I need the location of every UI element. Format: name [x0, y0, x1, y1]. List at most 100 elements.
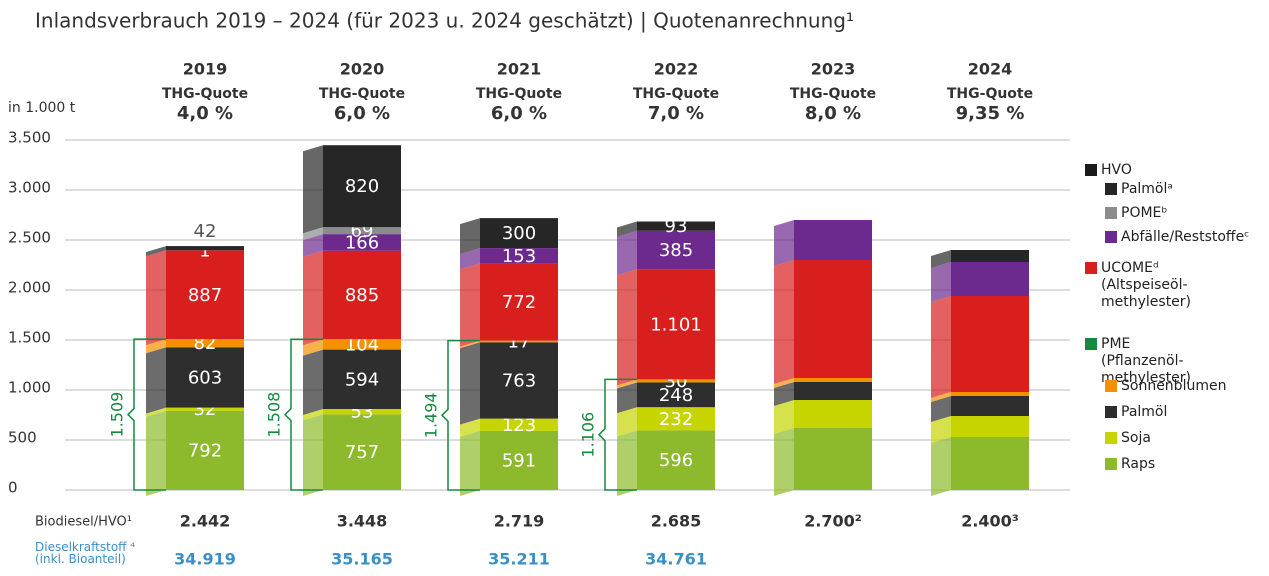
pme-total: 1.509 [108, 392, 127, 438]
legend-swatch [1085, 338, 1097, 350]
quota-label: THG-Quote [476, 86, 562, 102]
data-label: 93 [665, 216, 688, 237]
y-tick-label: 3.000 [8, 179, 51, 197]
chart-title: Inlandsverbrauch 2019 – 2024 (für 2023 u… [35, 9, 854, 33]
bar-side [931, 296, 951, 398]
quota-value: 6,0 % [491, 103, 547, 124]
total-value: 2.719 [494, 512, 545, 531]
quota-label: THG-Quote [633, 86, 719, 102]
bar-side [617, 231, 637, 275]
data-label: 763 [502, 370, 536, 391]
y-axis-label: in 1.000 t [8, 100, 76, 116]
bar-segment [951, 392, 1029, 396]
pme-total: 1.508 [265, 392, 284, 438]
data-label: 596 [659, 450, 693, 471]
legend-label: Soja [1121, 430, 1269, 447]
y-tick-label: 2.500 [8, 229, 51, 247]
bar-side [931, 437, 951, 496]
legend-label: Abfälle/Reststoffeᶜ [1121, 229, 1269, 246]
bar-side [303, 414, 323, 496]
bar-side [146, 347, 166, 413]
bar-side [146, 411, 166, 496]
data-label: 603 [188, 367, 222, 388]
data-label: 232 [659, 409, 693, 430]
total-value: 2.700² [804, 512, 862, 531]
legend-swatch [1105, 432, 1117, 444]
bar-side [460, 431, 480, 496]
y-tick-label: 1.000 [8, 379, 51, 397]
bar-side [774, 400, 794, 434]
legend-label: POMEᵇ [1121, 205, 1269, 222]
bar-side [146, 250, 166, 345]
diesel-value: 35.211 [488, 550, 550, 569]
data-label: 820 [345, 176, 379, 197]
quota-label: THG-Quote [319, 86, 405, 102]
totals-label: Biodiesel/HVO¹ [35, 515, 132, 530]
data-label: 591 [502, 450, 536, 471]
diesel-value: 35.165 [331, 550, 393, 569]
bar-segment [951, 396, 1029, 416]
data-label: 1 [199, 240, 210, 261]
legend-label: Palmölᵃ [1121, 181, 1269, 198]
bar-side [774, 220, 794, 266]
quota-label: THG-Quote [790, 86, 876, 102]
bar-segment [794, 400, 872, 428]
bar-side [460, 342, 480, 424]
diesel-value: 34.919 [174, 550, 236, 569]
quota-value: 4,0 % [177, 103, 233, 124]
bar-side [460, 218, 480, 254]
x-tick-label: 2023 [811, 60, 856, 79]
quota-value: 9,35 % [956, 103, 1025, 124]
legend-label: UCOMEᵈ (Altspeiseöl-methylester) [1101, 260, 1216, 311]
x-tick-label: 2021 [497, 60, 542, 79]
legend-swatch [1085, 262, 1097, 274]
bar-segment [794, 220, 872, 260]
data-label: 42 [194, 221, 217, 242]
chart: Inlandsverbrauch 2019 – 2024 (für 2023 u… [0, 0, 1269, 576]
bar-segment [951, 262, 1029, 296]
legend-swatch [1105, 406, 1117, 418]
pme-total: 1.494 [422, 392, 441, 438]
bar-segment [794, 382, 872, 400]
x-tick-label: 2024 [968, 60, 1013, 79]
bar-segment [794, 378, 872, 382]
data-label: 772 [502, 292, 536, 313]
total-value: 2.400³ [961, 512, 1019, 531]
x-tick-label: 2022 [654, 60, 699, 79]
bar-segment [794, 428, 872, 490]
data-label: 792 [188, 440, 222, 461]
x-tick-label: 2019 [183, 60, 228, 79]
legend-label: Raps [1121, 456, 1269, 473]
data-label: 153 [502, 246, 536, 267]
y-tick-label: 1.500 [8, 329, 51, 347]
quota-value: 8,0 % [805, 103, 861, 124]
y-tick-label: 500 [8, 429, 37, 447]
bar-side [303, 145, 323, 233]
legend-swatch [1105, 207, 1117, 219]
pme-total: 1.106 [579, 412, 598, 458]
bar-side [617, 269, 637, 385]
legend-swatch [1105, 183, 1117, 195]
diesel-label: Dieselkraftstoff ⁴ (inkl. Bioanteil) [35, 541, 145, 565]
legend-label: Sonnenblumen [1121, 378, 1269, 395]
legend-swatch [1105, 458, 1117, 470]
bar-segment [794, 260, 872, 378]
bar-side [303, 251, 323, 346]
bar-segment [951, 437, 1029, 490]
legend-swatch [1105, 380, 1117, 392]
total-value: 2.442 [180, 512, 231, 531]
data-label: 887 [188, 285, 222, 306]
data-label: 385 [659, 240, 693, 261]
bar-side [460, 263, 480, 346]
legend-swatch [1085, 164, 1097, 176]
bar-side [774, 428, 794, 496]
diesel-value: 34.761 [645, 550, 707, 569]
y-tick-label: 2.000 [8, 279, 51, 297]
bar-segment [951, 296, 1029, 392]
quota-value: 7,0 % [648, 103, 704, 124]
data-label: 885 [345, 285, 379, 306]
x-tick-label: 2020 [340, 60, 385, 79]
total-value: 3.448 [337, 512, 388, 531]
page: Inlandsverbrauch 2019 – 2024 (für 2023 u… [0, 0, 1269, 576]
data-label: 1.101 [650, 314, 702, 335]
